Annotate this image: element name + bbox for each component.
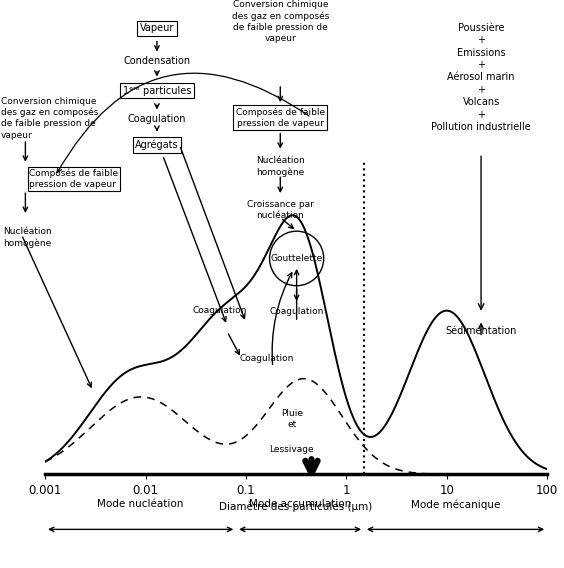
Text: Croissance par
nucléation: Croissance par nucléation <box>247 200 314 220</box>
Text: Gouttelette: Gouttelette <box>271 254 323 263</box>
Text: Nucléation
homogène: Nucléation homogène <box>3 227 51 248</box>
Text: Mode nucléation: Mode nucléation <box>98 499 184 509</box>
Text: Pluie
et: Pluie et <box>281 409 303 429</box>
Text: Mode mécanique: Mode mécanique <box>411 499 500 509</box>
Text: Coagulation: Coagulation <box>270 307 324 316</box>
Text: Condensation: Condensation <box>124 56 191 66</box>
Text: Composés de faible
pression de vapeur: Composés de faible pression de vapeur <box>29 169 118 189</box>
X-axis label: Diamètre des particules (µm): Diamètre des particules (µm) <box>219 501 373 512</box>
Text: Lessivage: Lessivage <box>270 445 314 453</box>
Text: Conversion chimique
des gaz en composés
de faible pression de
vapeur: Conversion chimique des gaz en composés … <box>232 0 329 43</box>
Text: Nucléation
homogène: Nucléation homogène <box>256 156 305 177</box>
Text: 1ᵉʳᵉ particules: 1ᵉʳᵉ particules <box>123 86 191 96</box>
Text: Composés de faible
pression de vapeur: Composés de faible pression de vapeur <box>236 107 325 128</box>
Text: Poussière
+
Emissions
+
Aérosol marin
+
Volcans
+
Pollution industrielle: Poussière + Emissions + Aérosol marin + … <box>431 23 531 132</box>
Text: Coagulation: Coagulation <box>239 354 294 363</box>
Text: Agrégats: Agrégats <box>135 140 179 150</box>
Text: Mode accumulation: Mode accumulation <box>249 499 351 509</box>
Text: Conversion chimique
des gaz en composés
de faible pression de
vapeur: Conversion chimique des gaz en composés … <box>1 97 98 140</box>
Text: Vapeur: Vapeur <box>140 23 174 34</box>
Text: Coagulation: Coagulation <box>127 114 186 124</box>
Text: Sédimentation: Sédimentation <box>446 325 517 336</box>
Text: Coagulation: Coagulation <box>193 306 247 315</box>
